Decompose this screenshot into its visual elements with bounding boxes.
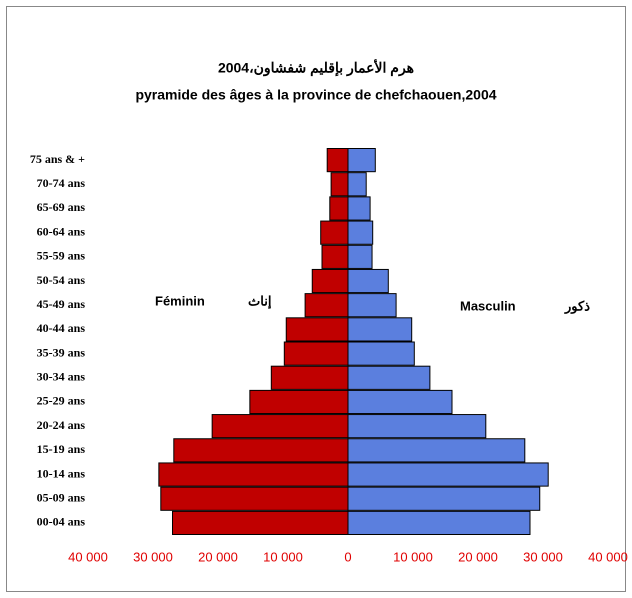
y-tick-label: 05-09 ans xyxy=(37,490,86,504)
bar xyxy=(158,462,349,487)
x-tick-label: 40 000 xyxy=(588,549,628,564)
bar xyxy=(347,414,487,439)
y-tick-label: 35-39 ans xyxy=(37,345,86,359)
bar xyxy=(320,220,349,245)
bar xyxy=(311,268,349,294)
y-tick-label: 40-44 ans xyxy=(37,321,86,335)
bar xyxy=(270,365,349,390)
bar xyxy=(347,148,376,173)
x-tick-label: 30 000 xyxy=(133,549,173,564)
bar xyxy=(347,196,371,221)
y-tick-label: 30-34 ans xyxy=(37,370,86,384)
bar xyxy=(211,414,349,439)
y-tick-label: 15-19 ans xyxy=(37,442,86,456)
bar xyxy=(347,462,549,487)
y-tick-label: 50-54 ans xyxy=(37,273,86,287)
x-tick-label: 10 000 xyxy=(393,549,433,564)
y-tick-label: 00-04 ans xyxy=(37,515,86,529)
bar xyxy=(347,341,415,366)
bar xyxy=(330,172,349,197)
bar xyxy=(172,510,349,535)
x-tick-label: 20 000 xyxy=(198,549,238,564)
y-tick-label: 10-14 ans xyxy=(37,466,86,480)
bar xyxy=(347,293,397,318)
y-tick-label: 20-24 ans xyxy=(37,418,86,432)
bar xyxy=(173,438,349,463)
bar xyxy=(347,510,531,535)
x-tick-label: 40 000 xyxy=(68,549,108,564)
bar xyxy=(326,148,349,173)
bar xyxy=(347,438,526,463)
bar xyxy=(347,389,453,415)
bar xyxy=(347,244,373,269)
bar xyxy=(347,220,374,245)
x-tick-label: 30 000 xyxy=(523,549,563,564)
bar xyxy=(347,317,413,342)
bar xyxy=(347,486,541,511)
chart-subtitle: pyramide des âges à la province de chefc… xyxy=(135,87,496,103)
bar xyxy=(347,172,367,197)
bar xyxy=(347,268,389,294)
bar xyxy=(249,389,349,415)
series-label: Masculin xyxy=(460,298,516,313)
bar xyxy=(347,365,431,390)
bar xyxy=(304,293,349,318)
x-tick-label: 10 000 xyxy=(263,549,303,564)
bar xyxy=(321,244,349,269)
x-tick-label: 20 000 xyxy=(458,549,498,564)
bar xyxy=(285,317,349,342)
y-tick-label: 70-74 ans xyxy=(37,176,86,190)
bar xyxy=(283,341,349,366)
y-tick-label: 65-69 ans xyxy=(37,200,86,214)
annotation: ذكور xyxy=(564,298,590,314)
annotation: إناث xyxy=(248,293,272,309)
y-tick-label: 60-64 ans xyxy=(37,224,86,238)
bar xyxy=(160,486,349,511)
y-tick-label: 55-59 ans xyxy=(37,249,86,263)
y-tick-label: 45-49 ans xyxy=(37,297,86,311)
series-label: Féminin xyxy=(155,293,205,308)
chart-title: هرم الأعمار بإقليم شفشاون،2004 xyxy=(218,59,414,78)
y-tick-label: 75 ans & + xyxy=(30,152,85,166)
bar xyxy=(329,196,349,221)
x-tick-label: 0 xyxy=(344,549,351,564)
y-tick-label: 25-29 ans xyxy=(37,394,86,408)
